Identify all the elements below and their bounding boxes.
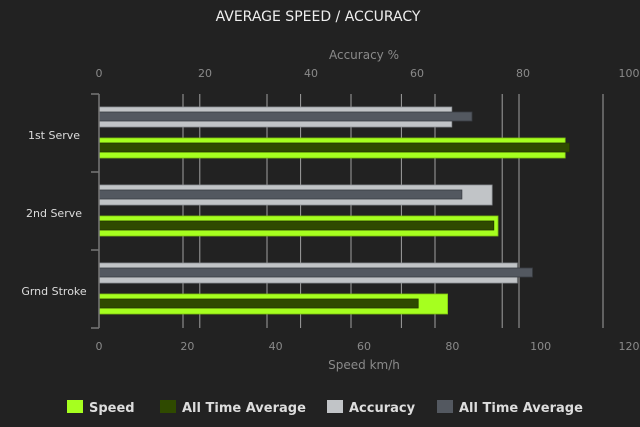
bottom-axis-title: Speed km/h xyxy=(328,358,400,372)
legend-label: All Time Average xyxy=(182,401,306,416)
legend-label: All Time Average xyxy=(459,401,583,416)
top-tick-label: 0 xyxy=(96,67,103,80)
bottom-tick-label: 100 xyxy=(530,340,551,353)
accuracy-average-bar xyxy=(98,267,533,278)
legend-swatch xyxy=(437,400,453,413)
legend-swatch xyxy=(67,400,83,413)
speed-average-bar xyxy=(98,142,570,153)
top-tick-label: 40 xyxy=(304,67,318,80)
top-tick-label: 20 xyxy=(198,67,212,80)
bottom-tick-label: 120 xyxy=(619,340,640,353)
bottom-tick-label: 0 xyxy=(96,340,103,353)
category-label: 2nd Serve xyxy=(26,207,82,220)
bottom-tick-label: 40 xyxy=(269,340,283,353)
category-label: 1st Serve xyxy=(28,129,80,142)
bottom-tick-label: 80 xyxy=(445,340,459,353)
legend-label: Speed xyxy=(89,401,135,416)
top-tick-label: 60 xyxy=(410,67,424,80)
accuracy-average-bar xyxy=(98,111,473,122)
speed-average-bar xyxy=(98,220,495,231)
top-tick-label: 80 xyxy=(516,67,530,80)
top-tick-label: 100 xyxy=(619,67,640,80)
bottom-tick-label: 20 xyxy=(180,340,194,353)
speed-average-bar xyxy=(98,298,419,309)
legend-swatch xyxy=(327,400,343,413)
legend-label: Accuracy xyxy=(349,401,416,416)
top-axis-title: Accuracy % xyxy=(329,48,399,62)
accuracy-average-bar xyxy=(98,189,463,200)
category-label: Grnd Stroke xyxy=(21,285,87,298)
legend-swatch xyxy=(160,400,176,413)
chart-title: AVERAGE SPEED / ACCURACY xyxy=(216,9,421,25)
bottom-tick-label: 60 xyxy=(357,340,371,353)
